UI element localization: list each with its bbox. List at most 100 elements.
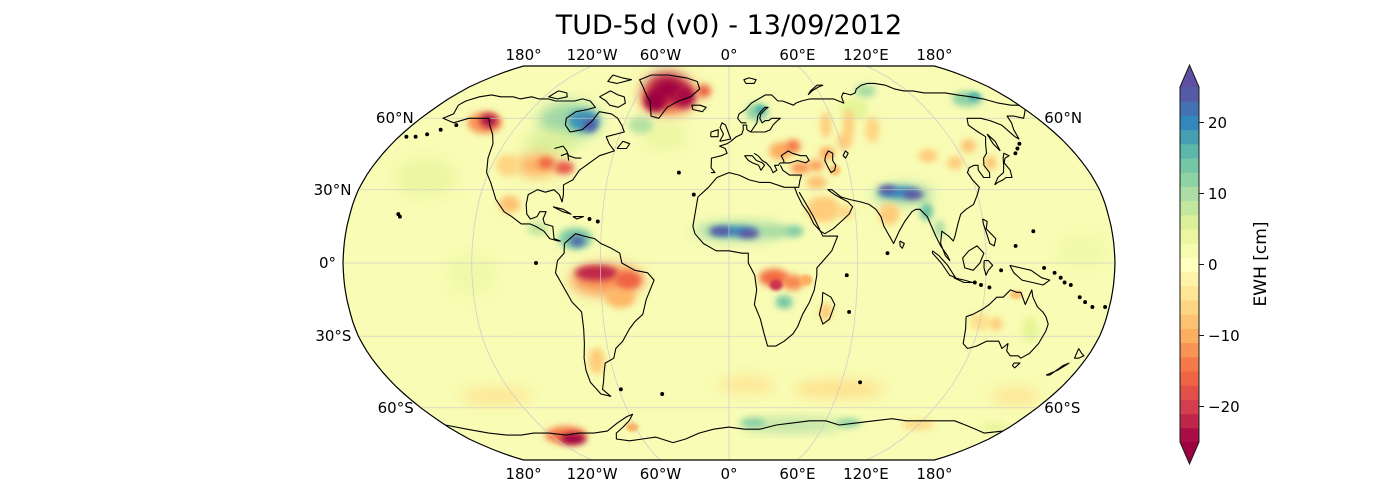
colorbar-bin [1180, 87, 1199, 102]
anomaly-quebec-core [583, 118, 597, 132]
anomaly-brazil-south [605, 286, 636, 309]
island-dot [844, 273, 849, 278]
island-dot [1103, 305, 1108, 309]
coastline-path [552, 206, 572, 215]
anomaly-amur [961, 139, 976, 153]
island-dot [404, 134, 409, 139]
island-dot [691, 192, 696, 197]
anomaly-himalaya-east-core [902, 190, 924, 200]
anomaly-sahel-east-core [737, 229, 759, 239]
colorbar-bin [1180, 101, 1199, 116]
island-dot [972, 280, 977, 285]
island-dot [595, 219, 600, 224]
anomaly-venezuela-core [569, 235, 585, 247]
anomaly-canada-south [524, 130, 578, 157]
meridian-line [599, 66, 661, 460]
anomaly-southern-ocean-atlantic [719, 375, 776, 394]
island-dot [438, 127, 443, 132]
anomaly-brazil-east [615, 271, 642, 289]
anomaly-sudan [786, 225, 804, 237]
coastline-path [692, 172, 839, 347]
island-dot [1052, 270, 1057, 275]
anomaly-congo-east [782, 274, 804, 291]
island-dot [1017, 141, 1022, 146]
anomaly-blobs [395, 74, 1109, 445]
colorbar-bin [1180, 314, 1199, 329]
colorbar-bin [1180, 427, 1199, 443]
island-dot [618, 387, 623, 392]
coastline-path [780, 150, 810, 164]
island-dot [1015, 146, 1020, 151]
coastline-path [560, 152, 570, 161]
coastline-path [899, 240, 905, 249]
island-dot [1058, 275, 1063, 280]
anomaly-kara-taymyr [855, 84, 876, 98]
coastline-path [798, 109, 1026, 262]
anomaly-greenland-west [643, 90, 666, 112]
anomaly-greenland-east [673, 85, 696, 108]
coastline-path [616, 140, 631, 150]
island-dot [397, 214, 402, 219]
anomaly-australia-center [989, 317, 1003, 331]
coastlines [396, 74, 1108, 444]
anomaly-greenland-sea [696, 84, 712, 98]
coastline-path [737, 94, 779, 124]
coastline-path [982, 218, 997, 247]
anomaly-us-west [495, 154, 520, 177]
coastline-path [743, 77, 757, 84]
colorbar-bin [1180, 243, 1199, 258]
coastline-path [691, 104, 707, 113]
anomaly-labrador-sea [628, 116, 654, 134]
coastline-path [639, 74, 701, 119]
island-dot [534, 261, 538, 265]
anomaly-ukraine-core [785, 139, 801, 153]
coastline-path [986, 133, 1001, 152]
meridian-line [471, 66, 593, 460]
coastline-path [807, 84, 824, 96]
anomaly-zambia [775, 295, 793, 309]
anomaly-caucasus [808, 159, 824, 171]
island-dot [847, 309, 852, 314]
coastline-path [1011, 362, 1021, 369]
coastline-path [779, 165, 803, 188]
coastline-path [1009, 264, 1051, 286]
island-dot [1031, 229, 1036, 234]
coastline-path [442, 94, 625, 242]
anomaly-mexico [499, 195, 520, 214]
anomaly-turkey [790, 162, 811, 174]
coastline-path [994, 152, 1013, 186]
colorbar-upper-arrow [1180, 65, 1199, 87]
island-dot [1068, 283, 1073, 287]
colorbar-bin [1180, 229, 1199, 244]
colorbar-bin [1180, 186, 1199, 202]
anomaly-mongolia [918, 149, 938, 163]
island-dot [858, 380, 863, 385]
colorbar-bin [1180, 129, 1199, 145]
coastline-path [750, 106, 781, 133]
coastline-path [1073, 348, 1085, 359]
anomaly-us-midwest-core [538, 157, 555, 169]
anomaly-amazon-band [574, 265, 618, 281]
anomaly-pacific-tint-1 [395, 157, 457, 198]
island-dot [1013, 243, 1018, 248]
island-dot [1062, 280, 1067, 285]
coastline-path [445, 413, 1003, 444]
island-dot [454, 123, 459, 128]
island-dot [676, 170, 681, 175]
island-dot [1083, 300, 1088, 305]
anomaly-dronning-maud [740, 418, 766, 428]
colorbar-bin [1180, 371, 1199, 386]
anomaly-korea-japan-sea [984, 156, 997, 170]
island-dot [987, 285, 992, 290]
coastline-path [818, 291, 836, 325]
anomaly-antarctic-peninsula [626, 422, 639, 432]
island-dot [979, 283, 983, 287]
colorbar-outline [1179, 63, 1200, 466]
colorbar [1179, 63, 1204, 466]
coastline-path [744, 155, 766, 171]
colorbar-bin [1180, 356, 1199, 372]
coastline-path [719, 122, 732, 142]
coastline-path [962, 245, 985, 271]
anomaly-southern-ocean-pacific [460, 387, 532, 406]
